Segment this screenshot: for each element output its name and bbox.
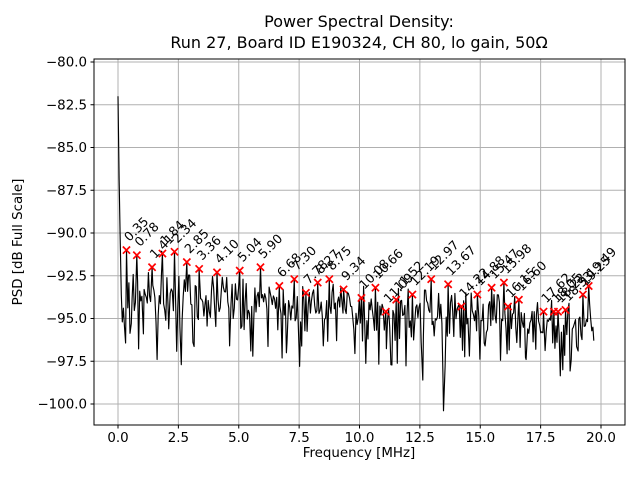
peak-marker-x — [443, 280, 453, 289]
peak-marker-x — [275, 281, 284, 291]
y-tick-label: −100.0 — [37, 398, 87, 413]
peak-marker-x — [514, 295, 524, 304]
x-tick-label: 10.0 — [345, 431, 375, 446]
chart-title-line2: Run 27, Board ID E190324, CH 80, lo gain… — [170, 33, 547, 52]
peak-marker-x — [132, 251, 142, 260]
peak-markers-layer — [122, 245, 593, 316]
peak-marker-x — [487, 283, 496, 292]
peak-marker-x — [170, 247, 179, 257]
x-tick-label: 15.0 — [465, 431, 495, 446]
chart-title-line1: Power Spectral Density: — [264, 12, 454, 31]
peak-marker-x — [457, 302, 466, 311]
peak-marker-x — [339, 285, 348, 294]
peak-marker-x — [122, 245, 131, 255]
grid-lines — [94, 59, 625, 425]
peak-marker-x — [473, 290, 482, 299]
peak-marker-x — [235, 266, 244, 275]
peak-marker-x — [256, 262, 265, 272]
peak-marker-x — [325, 274, 334, 284]
peak-marker-x — [290, 274, 299, 284]
peak-marker-x — [147, 262, 157, 272]
y-tick-label: −87.5 — [46, 184, 87, 199]
peak-marker-x — [371, 283, 380, 292]
psd-trace — [117, 96, 595, 412]
peak-marker-x — [381, 307, 391, 316]
peak-marker-x — [313, 278, 322, 287]
peak-marker-x — [212, 268, 222, 277]
x-tick-label: 12.5 — [405, 431, 435, 446]
tick-marks-and-labels: 0.0 2.5 5.0 7.5 10.0 12.5 15.0 17.5 20.0 −80.0 −82… — [37, 56, 615, 446]
y-tick-label: −92.5 — [46, 269, 87, 284]
peak-marker-x — [427, 274, 436, 284]
psd-trace-layer — [117, 96, 595, 412]
y-tick-label: −95.0 — [46, 312, 87, 327]
y-axis-label: PSD [dB Full Scale] — [11, 179, 26, 306]
peak-marker-x — [158, 249, 167, 258]
peak-marker-x — [194, 264, 204, 274]
peak-marker-x — [539, 307, 548, 316]
peak-marker-x — [357, 293, 366, 303]
peak-marker-x — [301, 288, 311, 298]
peak-marker-x — [578, 290, 588, 299]
peak-marker-x — [503, 302, 513, 311]
x-axis-label: Frequency [MHz] — [303, 446, 416, 461]
peak-marker-x — [561, 305, 570, 315]
peak-marker-x — [408, 290, 417, 299]
peak-marker-x — [499, 278, 509, 287]
x-tick-label: 2.5 — [168, 431, 189, 446]
peak-marker-x — [392, 295, 401, 304]
y-tick-label: −90.0 — [46, 227, 87, 242]
x-tick-label: 20.0 — [586, 431, 616, 446]
peak-marker-x — [553, 307, 563, 316]
y-tick-label: −97.5 — [46, 355, 87, 370]
x-tick-label: 0.0 — [107, 431, 128, 446]
peak-marker-x — [182, 257, 192, 267]
x-tick-label: 17.5 — [526, 431, 556, 446]
y-tick-label: −80.0 — [46, 56, 87, 71]
x-tick-label: 7.5 — [288, 431, 309, 446]
y-tick-label: −85.0 — [46, 141, 87, 156]
peak-marker-x — [584, 281, 593, 291]
y-tick-label: −82.5 — [46, 98, 87, 113]
x-tick-label: 5.0 — [228, 431, 249, 446]
